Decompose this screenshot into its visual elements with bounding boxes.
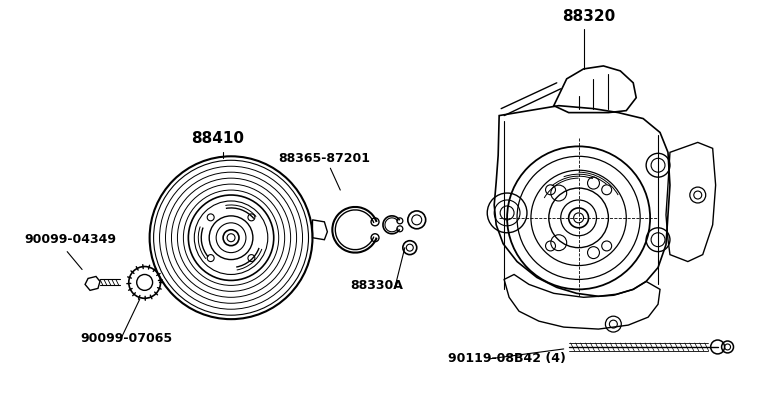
Text: 88320: 88320 bbox=[562, 9, 615, 24]
Text: 90099-04349: 90099-04349 bbox=[24, 233, 116, 246]
Text: 90099-07065: 90099-07065 bbox=[80, 332, 173, 345]
Text: 88410: 88410 bbox=[192, 131, 244, 146]
Text: 90119-08B42 (4): 90119-08B42 (4) bbox=[448, 352, 565, 365]
Text: 88330A: 88330A bbox=[350, 279, 403, 293]
Text: 88365-87201: 88365-87201 bbox=[279, 152, 371, 165]
